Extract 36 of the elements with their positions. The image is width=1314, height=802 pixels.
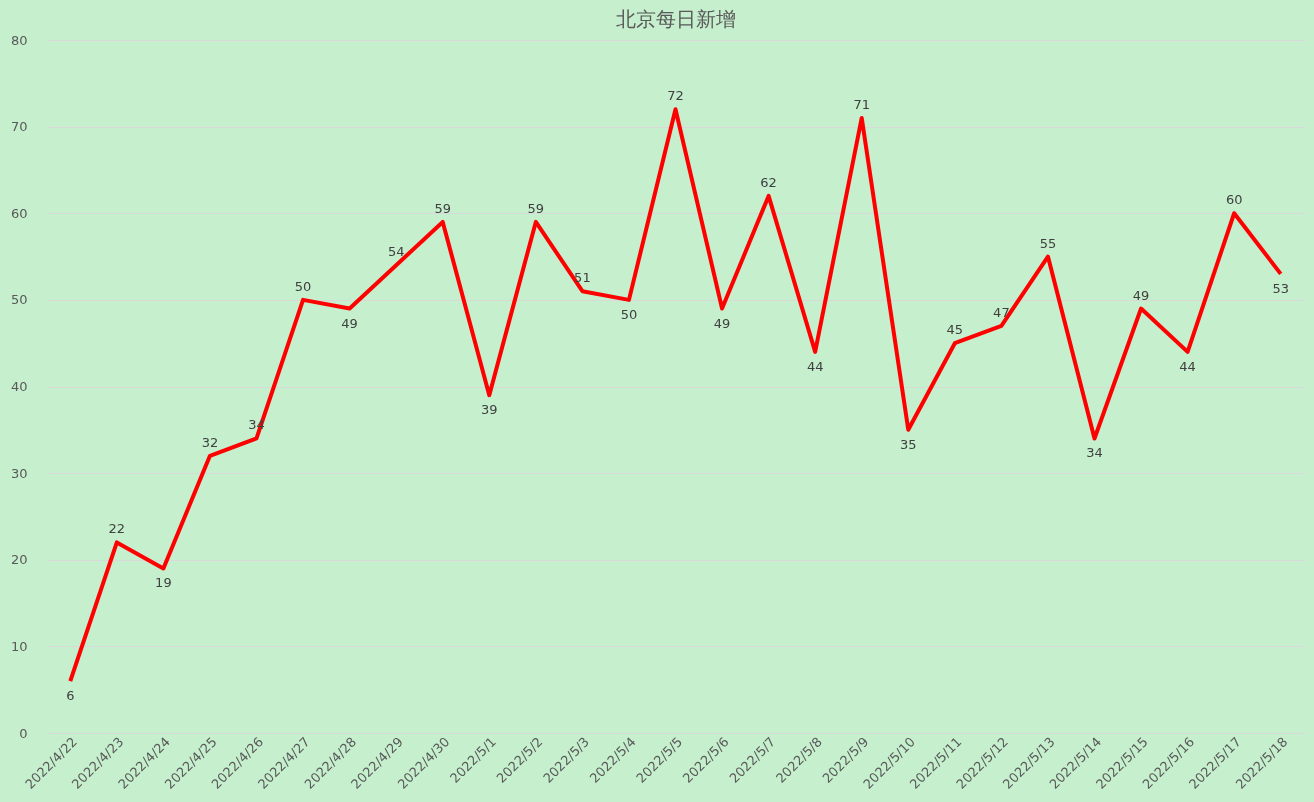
data-label: 49 [341,315,358,331]
chart-title: 北京每日新增 [615,7,736,31]
y-tick-label: 40 [10,379,28,394]
data-label: 62 [760,174,777,190]
y-tick-label: 20 [10,552,28,568]
data-label: 72 [667,88,684,104]
y-tick-label: 30 [10,465,28,481]
y-tick-label: 60 [10,205,28,221]
data-label: 49 [1132,287,1150,303]
data-label: 59 [434,200,451,216]
data-label: 49 [713,315,731,331]
data-label: 71 [853,96,870,112]
data-label: 54 [387,244,405,260]
data-label: 19 [155,575,172,591]
data-label: 35 [900,436,917,452]
data-label: 45 [946,322,964,338]
data-label: 39 [481,402,498,418]
data-label: 32 [201,434,219,450]
y-tick-label: 70 [10,119,28,135]
data-label: 22 [108,521,126,537]
data-label: 47 [993,304,1010,320]
data-label: 6 [66,688,75,704]
data-label: 53 [1272,280,1289,296]
y-tick-label: 80 [10,32,28,48]
data-label: 44 [1179,358,1196,374]
data-label: 55 [1039,235,1057,251]
y-tick-label: 0 [19,725,28,741]
data-label: 60 [1225,192,1243,208]
data-label: 51 [574,270,591,286]
data-label: 50 [620,306,638,322]
data-label: 50 [294,278,312,294]
y-tick-label: 10 [10,638,28,654]
data-label: 44 [806,358,824,374]
data-label: 34 [1086,445,1103,461]
y-tick-label: 50 [10,292,28,308]
data-label: 59 [527,200,545,216]
